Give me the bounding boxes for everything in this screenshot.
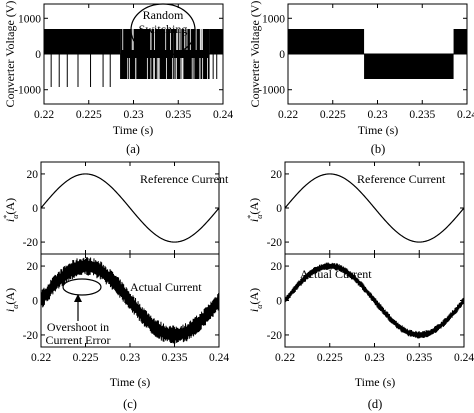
a-xtick-label: 0.24 bbox=[213, 109, 233, 121]
d-p0-ytick-label: -20 bbox=[267, 237, 283, 249]
caption-b: (b) bbox=[371, 142, 386, 156]
d-xtick-label: 0.22 bbox=[275, 352, 295, 364]
legend-actual-current-d: Actual Current bbox=[300, 267, 372, 281]
b-xtick-label: 0.225 bbox=[320, 109, 346, 121]
svg-text:i*α(A): i*α(A) bbox=[2, 198, 20, 222]
panel-a: 0.22 0.225 0.23 0.235 0.24 1000 0 -1000 Time (s… bbox=[3, 1, 233, 156]
c-p0-ytick-label: 20 bbox=[27, 169, 39, 181]
c-p1-ytick-label: 0 bbox=[32, 296, 38, 308]
b-ytick-label: 1000 bbox=[262, 13, 285, 25]
voltage-waveform-b bbox=[288, 29, 467, 79]
a-xtick-label: 0.22 bbox=[34, 109, 54, 121]
caption-a: (a) bbox=[126, 142, 140, 156]
d-p0-ytick-label: 20 bbox=[271, 169, 283, 181]
y-axis-label-c-bottom: iα(A) bbox=[3, 288, 20, 312]
actual-current-trace-d bbox=[284, 262, 465, 339]
annotation-overshoot-line1: Overshoot in bbox=[47, 320, 109, 334]
actual-current-trace-c bbox=[40, 256, 220, 344]
c-p0-ytick-label: -20 bbox=[23, 237, 39, 249]
d-actual-line bbox=[284, 262, 465, 339]
y-axis-label-d-bottom: iα(A) bbox=[247, 288, 264, 312]
annotation-random: Random bbox=[143, 8, 184, 22]
pwm-block-a3 bbox=[173, 29, 210, 79]
d-p1-ytick-label: 20 bbox=[271, 261, 283, 273]
y-axis-label-b: Converter Voltage (V) bbox=[248, 1, 262, 108]
legend-reference-current-c: Reference Current bbox=[140, 172, 229, 186]
reference-current-trace-d bbox=[284, 173, 465, 243]
panel-b: 0.22 0.225 0.23 0.235 0.24 1000 0 -1000 Time (s… bbox=[248, 1, 474, 156]
svg-text:iα(A): iα(A) bbox=[247, 288, 264, 312]
a-xtick-label: 0.225 bbox=[76, 109, 102, 121]
overshoot-arrowhead bbox=[74, 294, 82, 302]
c-xtick-label: 0.235 bbox=[162, 352, 188, 364]
a-ytick-label: -1000 bbox=[14, 85, 41, 97]
b-xtick-label: 0.235 bbox=[409, 109, 435, 121]
caption-d: (d) bbox=[368, 397, 383, 411]
axis-ticks-b: 0.22 0.225 0.23 0.235 0.24 1000 0 -1000 bbox=[258, 4, 474, 121]
legend-reference-current-d: Reference Current bbox=[357, 172, 446, 186]
b-ytick-label: 0 bbox=[279, 49, 285, 61]
overshoot-ellipse bbox=[62, 278, 102, 296]
panel-d: 20 0 -20 20 0 -20 0.22 0.225 0.23 0.235 0.24 Refer… bbox=[246, 161, 474, 411]
a-xtick-label: 0.235 bbox=[165, 109, 191, 121]
d-xtick-label: 0.235 bbox=[406, 352, 432, 364]
c-xtick-label: 0.24 bbox=[209, 352, 229, 364]
d-p0-ytick-label: 0 bbox=[276, 203, 282, 215]
pwm-block-a1 bbox=[44, 29, 121, 54]
voltage-waveform-a bbox=[44, 29, 223, 87]
b-xtick-label: 0.23 bbox=[367, 109, 387, 121]
annotation-switching: Switching bbox=[139, 22, 188, 36]
axis-ticks-c: 20 0 -20 20 0 -20 0.22 0.225 0.23 0.235 0.24 bbox=[23, 162, 229, 364]
axis-ticks-a: 0.22 0.225 0.23 0.235 0.24 1000 0 -1000 bbox=[14, 4, 233, 121]
d-reference-line bbox=[284, 173, 465, 243]
b-xtick-label: 0.22 bbox=[278, 109, 298, 121]
pwm-segment-b-0 bbox=[288, 29, 365, 54]
a-ytick-label: 0 bbox=[35, 49, 41, 61]
d-xtick-label: 0.23 bbox=[364, 352, 384, 364]
axis-ticks-d: 20 0 -20 20 0 -20 0.22 0.225 0.23 0.235 0.24 bbox=[267, 162, 474, 364]
reference-current-trace-c bbox=[40, 173, 220, 243]
y-axis-label-c-top: i*α(A) bbox=[2, 198, 20, 222]
c-actual-line bbox=[40, 256, 220, 344]
pwm-segment-b-2 bbox=[453, 29, 467, 54]
c-p1-ytick-label: -20 bbox=[23, 330, 39, 342]
x-axis-label-d: Time (s) bbox=[355, 375, 396, 389]
b-ytick-label: -1000 bbox=[258, 85, 285, 97]
c-p1-ytick-label: 20 bbox=[27, 261, 39, 273]
svg-text:i*α(A): i*α(A) bbox=[246, 198, 264, 222]
b-xtick-label: 0.24 bbox=[457, 109, 474, 121]
c-xtick-label: 0.225 bbox=[73, 352, 99, 364]
a-xtick-label: 0.23 bbox=[123, 109, 143, 121]
x-axis-label-c: Time (s) bbox=[110, 375, 151, 389]
pwm-segment-b-1 bbox=[364, 54, 454, 79]
c-xtick-label: 0.22 bbox=[31, 352, 51, 364]
pwm-block-a4 bbox=[209, 29, 223, 54]
caption-c: (c) bbox=[123, 397, 137, 411]
x-axis-label-a: Time (s) bbox=[113, 123, 154, 137]
y-axis-label-d-top: i*α(A) bbox=[246, 198, 264, 222]
d-xtick-label: 0.225 bbox=[317, 352, 343, 364]
c-p0-ytick-label: 0 bbox=[32, 203, 38, 215]
legend-actual-current-c: Actual Current bbox=[130, 280, 202, 294]
d-p1-ytick-label: 0 bbox=[276, 296, 282, 308]
c-xtick-label: 0.23 bbox=[120, 352, 140, 364]
d-p1-ytick-label: -20 bbox=[267, 330, 283, 342]
panel-c: 20 0 -20 20 0 -20 0.22 0.225 0.23 0.235 0.24 Refer… bbox=[2, 161, 229, 411]
x-axis-label-b: Time (s) bbox=[358, 123, 399, 137]
a-ytick-label: 1000 bbox=[18, 13, 41, 25]
svg-text:iα(A): iα(A) bbox=[3, 288, 20, 312]
random-switching-ellipse bbox=[130, 3, 196, 57]
y-axis-label-a: Converter Voltage (V) bbox=[3, 1, 17, 108]
d-xtick-label: 0.24 bbox=[454, 352, 474, 364]
annotation-overshoot-line2: Current Error bbox=[46, 333, 111, 347]
c-reference-line bbox=[40, 173, 220, 243]
